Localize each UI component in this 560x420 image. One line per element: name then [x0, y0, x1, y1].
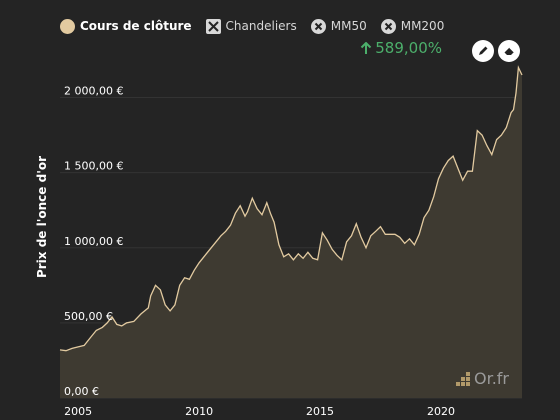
y-tick-label: 2 000,00 € — [64, 85, 123, 98]
x-tick-label: 2015 — [306, 405, 334, 418]
watermark: Or.fr — [456, 369, 509, 388]
legend-label: Cours de clôture — [80, 19, 192, 33]
legend-label: MM50 — [330, 19, 367, 33]
x-circle-icon — [310, 18, 326, 34]
closing-price-line — [59, 65, 523, 352]
legend-mm50[interactable]: MM50 — [310, 18, 367, 34]
y-tick-label: 1 500,00 € — [64, 160, 123, 173]
y-tick-label: 500,00 € — [64, 310, 113, 323]
x-circle-icon — [380, 18, 396, 34]
performance-indicator: 589,00% — [360, 39, 442, 57]
legend-mm200[interactable]: MM200 — [380, 18, 445, 34]
erase-button[interactable] — [498, 40, 520, 62]
legend-candlesticks[interactable]: Chandeliers — [205, 18, 297, 34]
up-arrow-icon — [361, 41, 372, 54]
x-tick-label: 2020 — [427, 405, 455, 418]
y-axis-label: Prix de l'once d'or — [35, 156, 49, 278]
x-tick-label: 2010 — [185, 405, 213, 418]
performance-value: 589,00% — [375, 39, 442, 57]
draw-button[interactable] — [472, 40, 494, 62]
pencil-icon — [479, 46, 488, 55]
legend-label: MM200 — [400, 19, 445, 33]
logo-icon — [456, 371, 470, 386]
watermark-text: Or.fr — [474, 369, 509, 388]
legend-label: Chandeliers — [225, 19, 297, 33]
x-tick-label: 2005 — [64, 405, 92, 418]
y-tick-label: 1 000,00 € — [64, 235, 123, 248]
legend-closing-price[interactable]: Cours de clôture — [60, 18, 192, 34]
x-box-icon — [205, 18, 221, 34]
eraser-icon — [504, 47, 514, 55]
price-area — [60, 67, 522, 398]
closing-price-dot-icon — [60, 18, 75, 34]
y-tick-label: 0,00 € — [64, 385, 99, 398]
chart-legend: Cours de clôture Chandeliers MM50 MM200 — [60, 16, 444, 36]
